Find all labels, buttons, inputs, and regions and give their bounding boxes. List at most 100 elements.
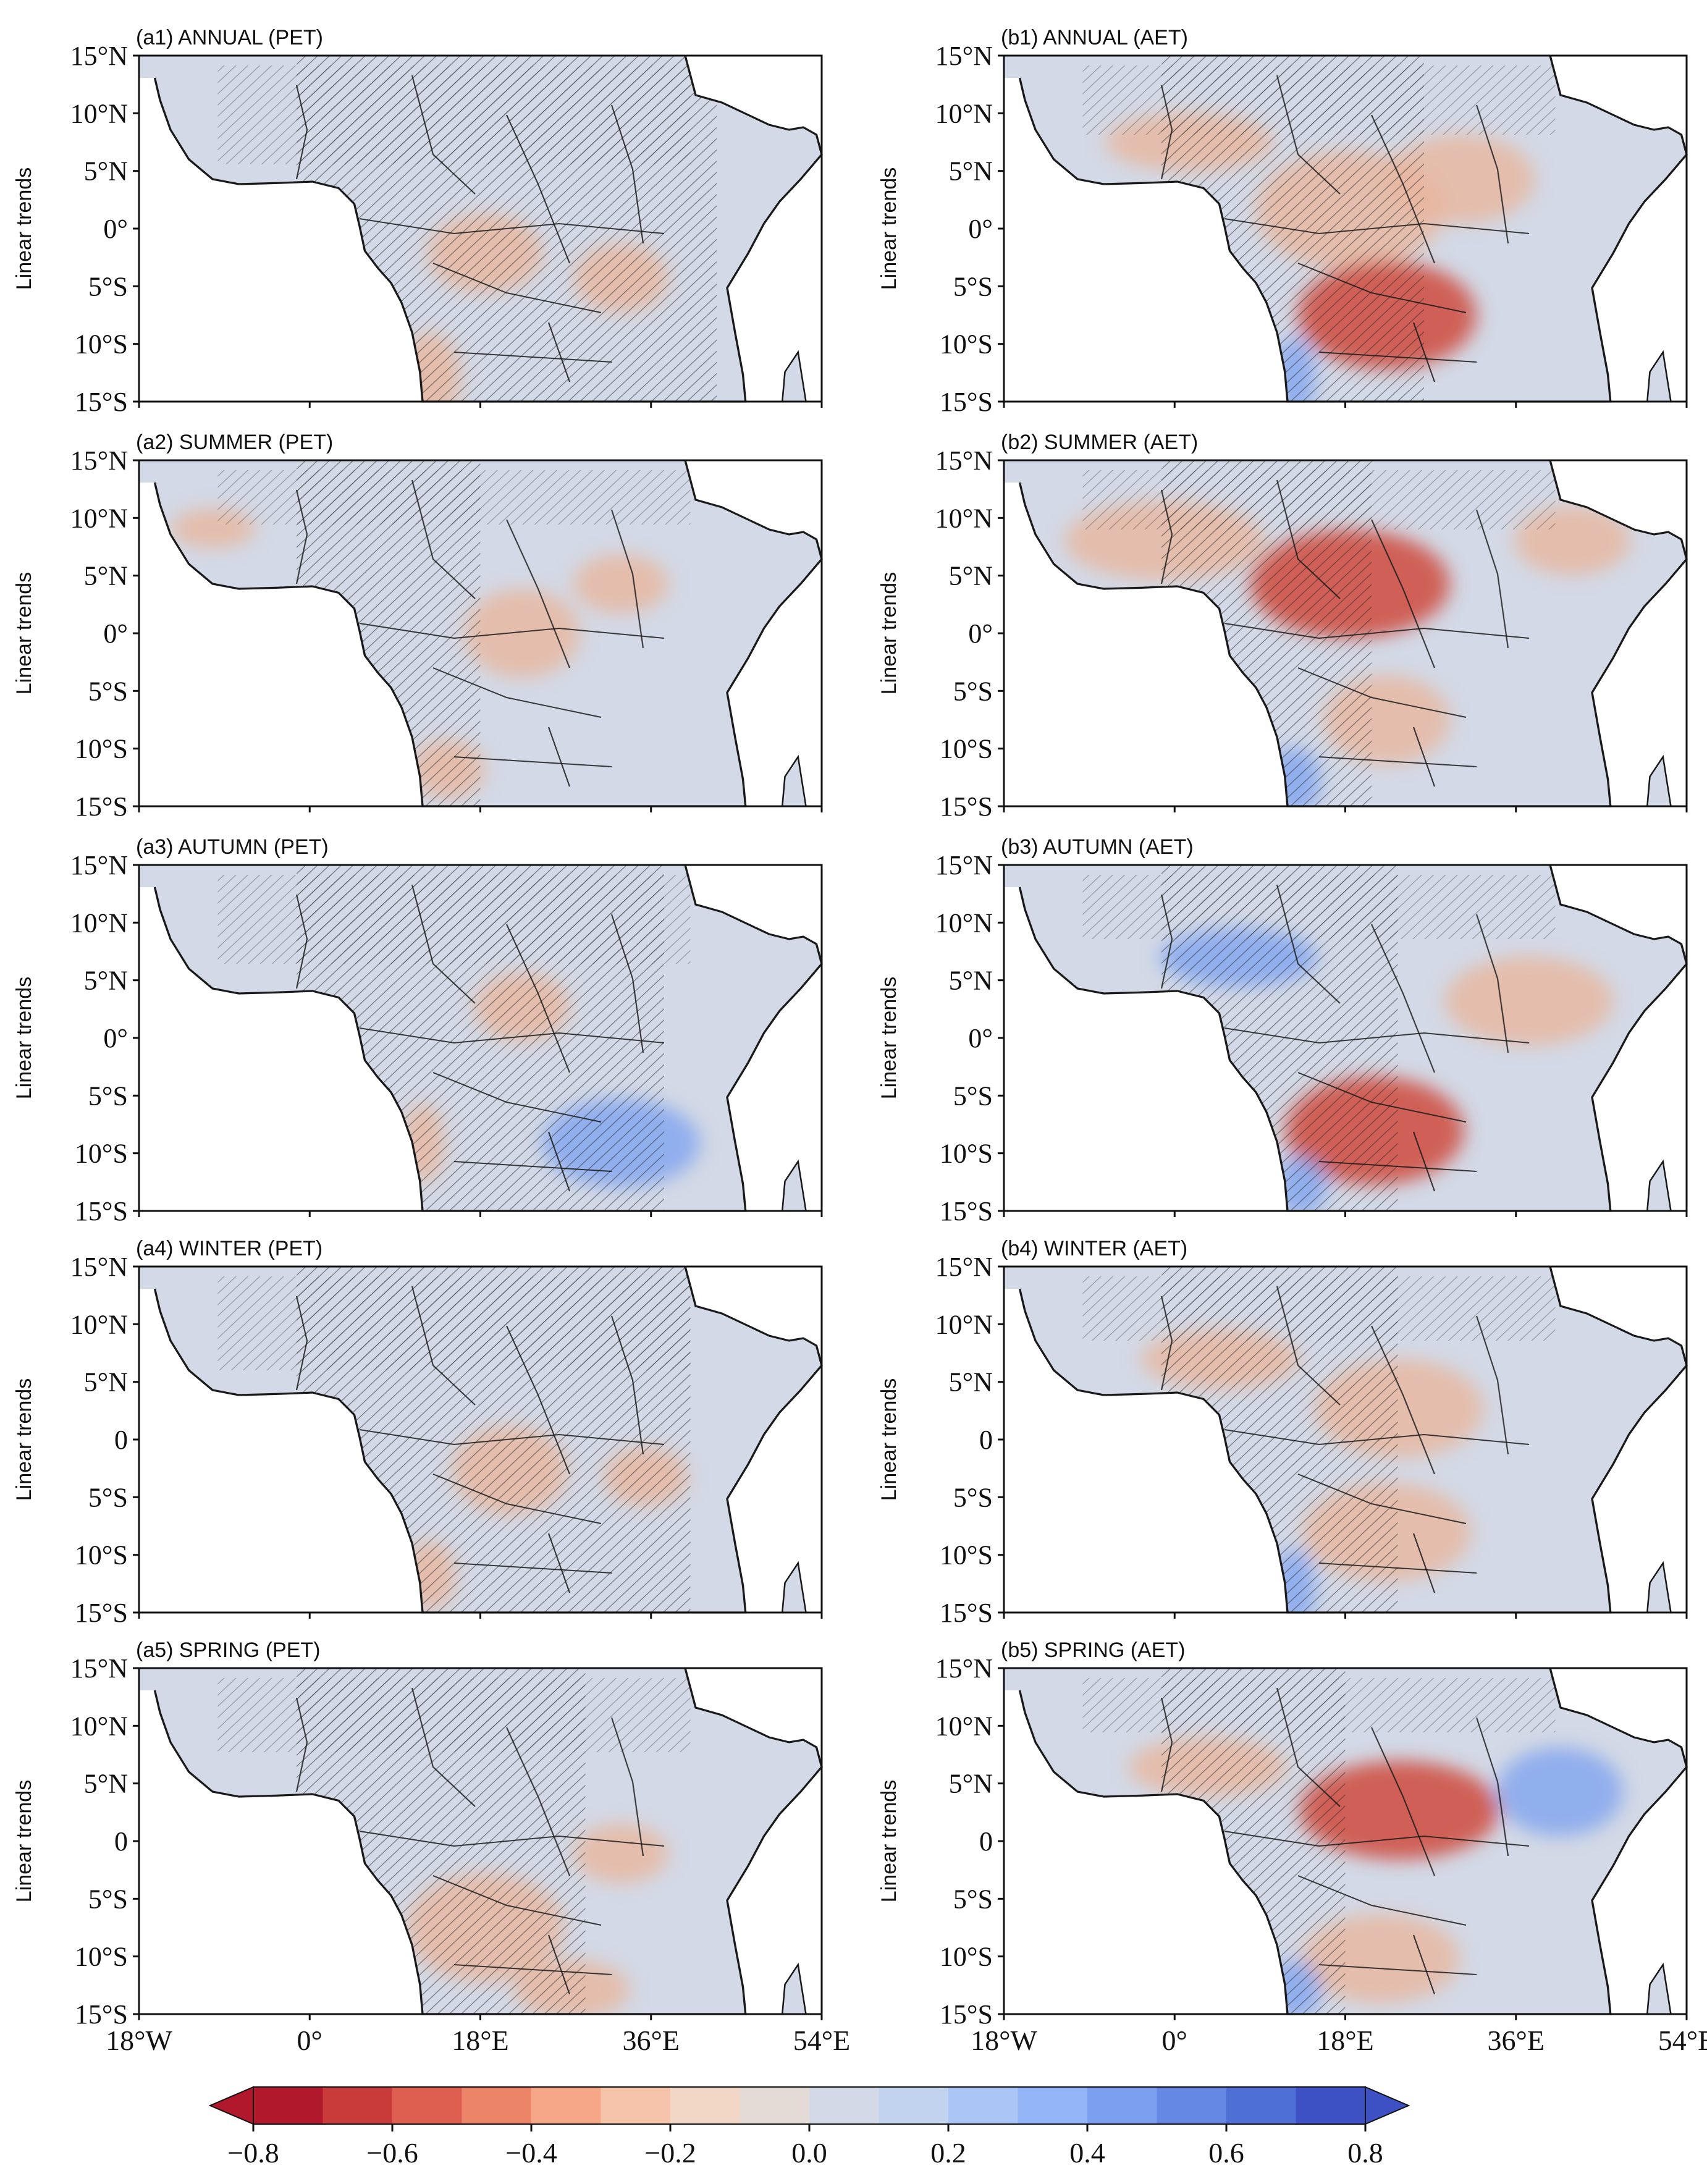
lat-tick-label: 15°S (940, 1999, 993, 2030)
panel-title: (a2) SUMMER (PET) (136, 431, 333, 454)
colorbar-bin (1018, 2087, 1088, 2124)
lat-tick-label: 5°N (949, 1367, 993, 1398)
lat-tick-label: 15°S (75, 791, 128, 822)
colorbar-extend-low (208, 2086, 254, 2125)
lon-tick-label: 36°E (623, 2025, 680, 2056)
lat-tick-label: 10°S (75, 1139, 128, 1169)
lat-tick-label: 10°S (940, 329, 993, 360)
colorbar-tick-label: 0.0 (791, 2137, 827, 2169)
country-border (1224, 1831, 1530, 1847)
y-axis-label: Linear trends (12, 1780, 36, 1902)
lon-tick-label: 54°E (1658, 2025, 1707, 2056)
lon-tick-label: 18°W (106, 2025, 172, 2056)
country-border (1475, 509, 1509, 649)
colorbar-tick-label: −0.6 (366, 2137, 418, 2169)
colorbar-tick-label: −0.8 (227, 2137, 279, 2169)
country-border (1318, 1562, 1477, 1574)
lat-tick-label: 5°S (88, 1884, 128, 1914)
country-border (1276, 1687, 1341, 1807)
lat-tick-label: 5°N (949, 561, 993, 591)
country-border (1475, 104, 1509, 244)
country-border (432, 1474, 602, 1524)
lat-tick-label: 5°N (949, 966, 993, 996)
lat-tick-label: 5°S (953, 676, 993, 706)
lat-tick-label: 5°S (88, 1081, 128, 1111)
country-border (1297, 263, 1467, 313)
colorbar-bin (253, 2087, 323, 2124)
map-area (138, 1667, 823, 2015)
lat-tick-label: 10°N (70, 98, 128, 129)
lat-tick-label: 5°S (953, 1884, 993, 1914)
lat-tick-label: 15°N (935, 1653, 993, 1684)
colorbar-bin (879, 2087, 949, 2124)
trend-blob (1445, 956, 1613, 1045)
panel-b3: (b3) AUTUMN (AET) Linear trends 15°N 10°N 5°… (877, 835, 1688, 1226)
country-border (1318, 1964, 1477, 1975)
map-area (138, 54, 823, 403)
land-field (139, 1267, 822, 1613)
lat-tick-label: 5°S (953, 1081, 993, 1111)
colorbar-tick-label: −0.4 (505, 2137, 557, 2169)
significance-hatch (217, 1276, 691, 1370)
y-axis-label: Linear trends (877, 572, 901, 694)
colorbar-tick-label: 0.4 (1069, 2137, 1105, 2169)
country-border (506, 924, 570, 1073)
lon-tick-label: 18°W (971, 2025, 1037, 2056)
panel-title: (b5) SPRING (AET) (1001, 1638, 1185, 1662)
panel-a1: (a1) ANNUAL (PET) Linear trends 15°N 10°N 5°… (12, 26, 823, 417)
country-border (1412, 727, 1436, 787)
trend-blob (1388, 135, 1535, 224)
country-border (359, 218, 665, 235)
y-axis-label: Linear trends (12, 977, 36, 1099)
colorbar-tick-label: 0.6 (1208, 2137, 1244, 2169)
country-border (359, 1429, 665, 1446)
country-border (1412, 322, 1436, 382)
country-border (1297, 1875, 1467, 1926)
panel-b4: (b4) WINTER (AET) Linear trends 15°N 10°N 5°… (877, 1237, 1688, 1628)
map-area (1003, 459, 1688, 807)
country-border (610, 1315, 644, 1455)
panel-a3: (a3) AUTUMN (PET) Linear trends 15°N 10°N 5°… (12, 835, 823, 1226)
country-border (411, 75, 476, 195)
colorbar-bin (948, 2087, 1018, 2124)
trend-blob (464, 589, 580, 678)
panel-b5: (b5) SPRING (AET) Linear trends 15°N 10°N 5°… (877, 1638, 1707, 2056)
country-border (295, 1296, 308, 1391)
significance-hatch (217, 875, 691, 964)
panel-a4: (a4) WINTER (PET) Linear trends 15°N 10°N 5°… (12, 1237, 823, 1628)
y-axis-label: Linear trends (12, 167, 36, 290)
lat-tick-label: 10°N (935, 98, 993, 129)
map-area (1003, 1667, 1688, 2015)
country-border (1412, 1934, 1436, 1995)
significance-hatch (1082, 1678, 1556, 1732)
country-border (453, 1964, 612, 1975)
y-axis-label: Linear trends (877, 1378, 901, 1501)
lon-tick-label: 54°E (793, 2025, 851, 2056)
y-axis-label: Linear trends (877, 977, 901, 1099)
lat-tick-label: 0° (968, 214, 993, 244)
panel-a2: (a2) SUMMER (PET) Linear trends 15°N 10°N 5°… (12, 431, 823, 822)
lat-tick-label: 15°S (940, 791, 993, 822)
country-border (411, 1286, 476, 1406)
lat-tick-label: 0° (103, 1023, 128, 1053)
lat-tick-label: 10°S (75, 1540, 128, 1571)
colorbar-bin (1296, 2087, 1366, 2124)
country-border (1297, 667, 1467, 718)
y-axis-label: Linear trends (12, 572, 36, 694)
lat-tick-label: 5°N (84, 966, 128, 996)
lat-tick-label: 15°S (940, 387, 993, 417)
panel-title: (a1) ANNUAL (PET) (136, 26, 323, 49)
map-area (138, 1265, 823, 1614)
lat-tick-label: 10°N (70, 908, 128, 938)
trend-blob (573, 554, 668, 613)
country-border (547, 1934, 571, 1995)
country-border (547, 1533, 571, 1593)
country-border (547, 1131, 571, 1192)
y-axis-label: Linear trends (877, 167, 901, 290)
country-border (453, 756, 612, 767)
colorbar-bin (1157, 2087, 1227, 2124)
country-border (1475, 1315, 1509, 1455)
lat-tick-label: 5°N (949, 1769, 993, 1799)
country-border (453, 1562, 612, 1574)
country-border (1160, 1697, 1173, 1792)
